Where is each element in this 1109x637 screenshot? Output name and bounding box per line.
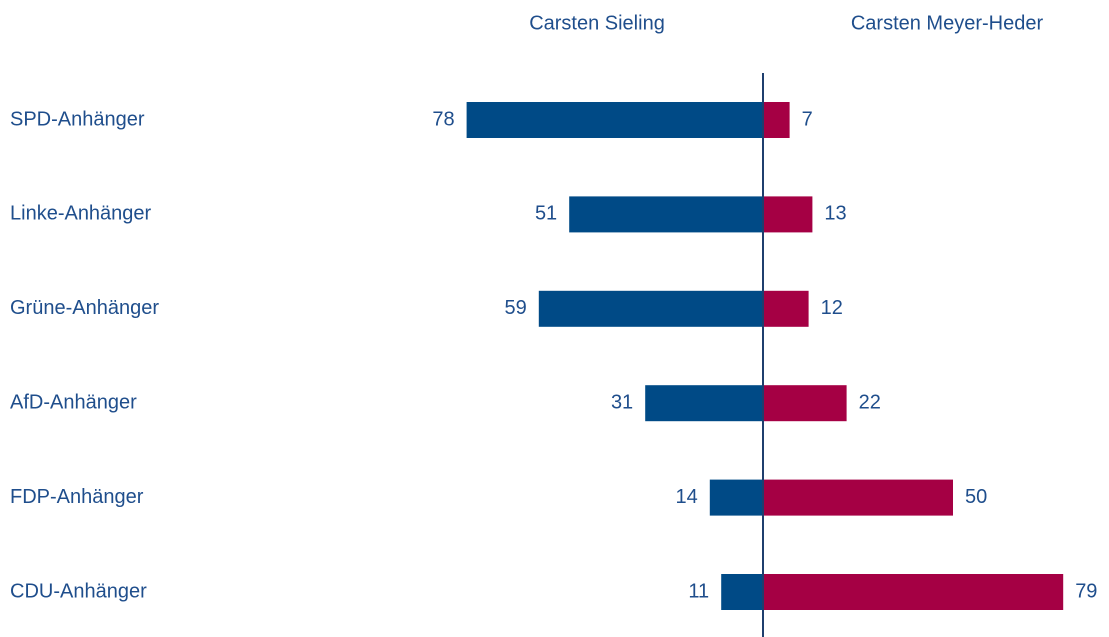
bar (763, 385, 847, 422)
category-label: FDP-Anhänger (10, 486, 144, 508)
bar (763, 479, 953, 516)
value-label: 78 (432, 108, 454, 130)
legend-label: Carsten Meyer-Heder (851, 12, 1044, 34)
value-label: 50 (965, 486, 987, 508)
bar (569, 196, 763, 233)
bar (645, 385, 763, 422)
category-label: Grüne-Anhänger (10, 297, 159, 319)
bar (763, 290, 809, 327)
category-label: Linke-Anhänger (10, 203, 152, 225)
bar (763, 574, 1064, 610)
bar (763, 196, 813, 233)
category-label: AfD-Anhänger (10, 391, 137, 413)
bar (709, 479, 763, 516)
value-label: 79 (1075, 580, 1097, 602)
value-label: 13 (824, 203, 846, 225)
value-label: 11 (688, 580, 709, 602)
category-label: CDU-Anhänger (10, 580, 147, 602)
value-label: 51 (535, 203, 557, 225)
bar (721, 574, 763, 610)
bar (763, 102, 790, 138)
bar (538, 290, 763, 327)
value-label: 14 (676, 486, 698, 508)
value-label: 31 (611, 391, 633, 413)
category-label: SPD-Anhänger (10, 108, 145, 130)
value-label: 59 (505, 297, 527, 319)
value-label: 22 (859, 391, 881, 413)
legend-label: Carsten Sieling (529, 12, 665, 34)
value-label: 12 (821, 297, 843, 319)
bar (466, 102, 763, 138)
value-label: 7 (802, 108, 813, 130)
